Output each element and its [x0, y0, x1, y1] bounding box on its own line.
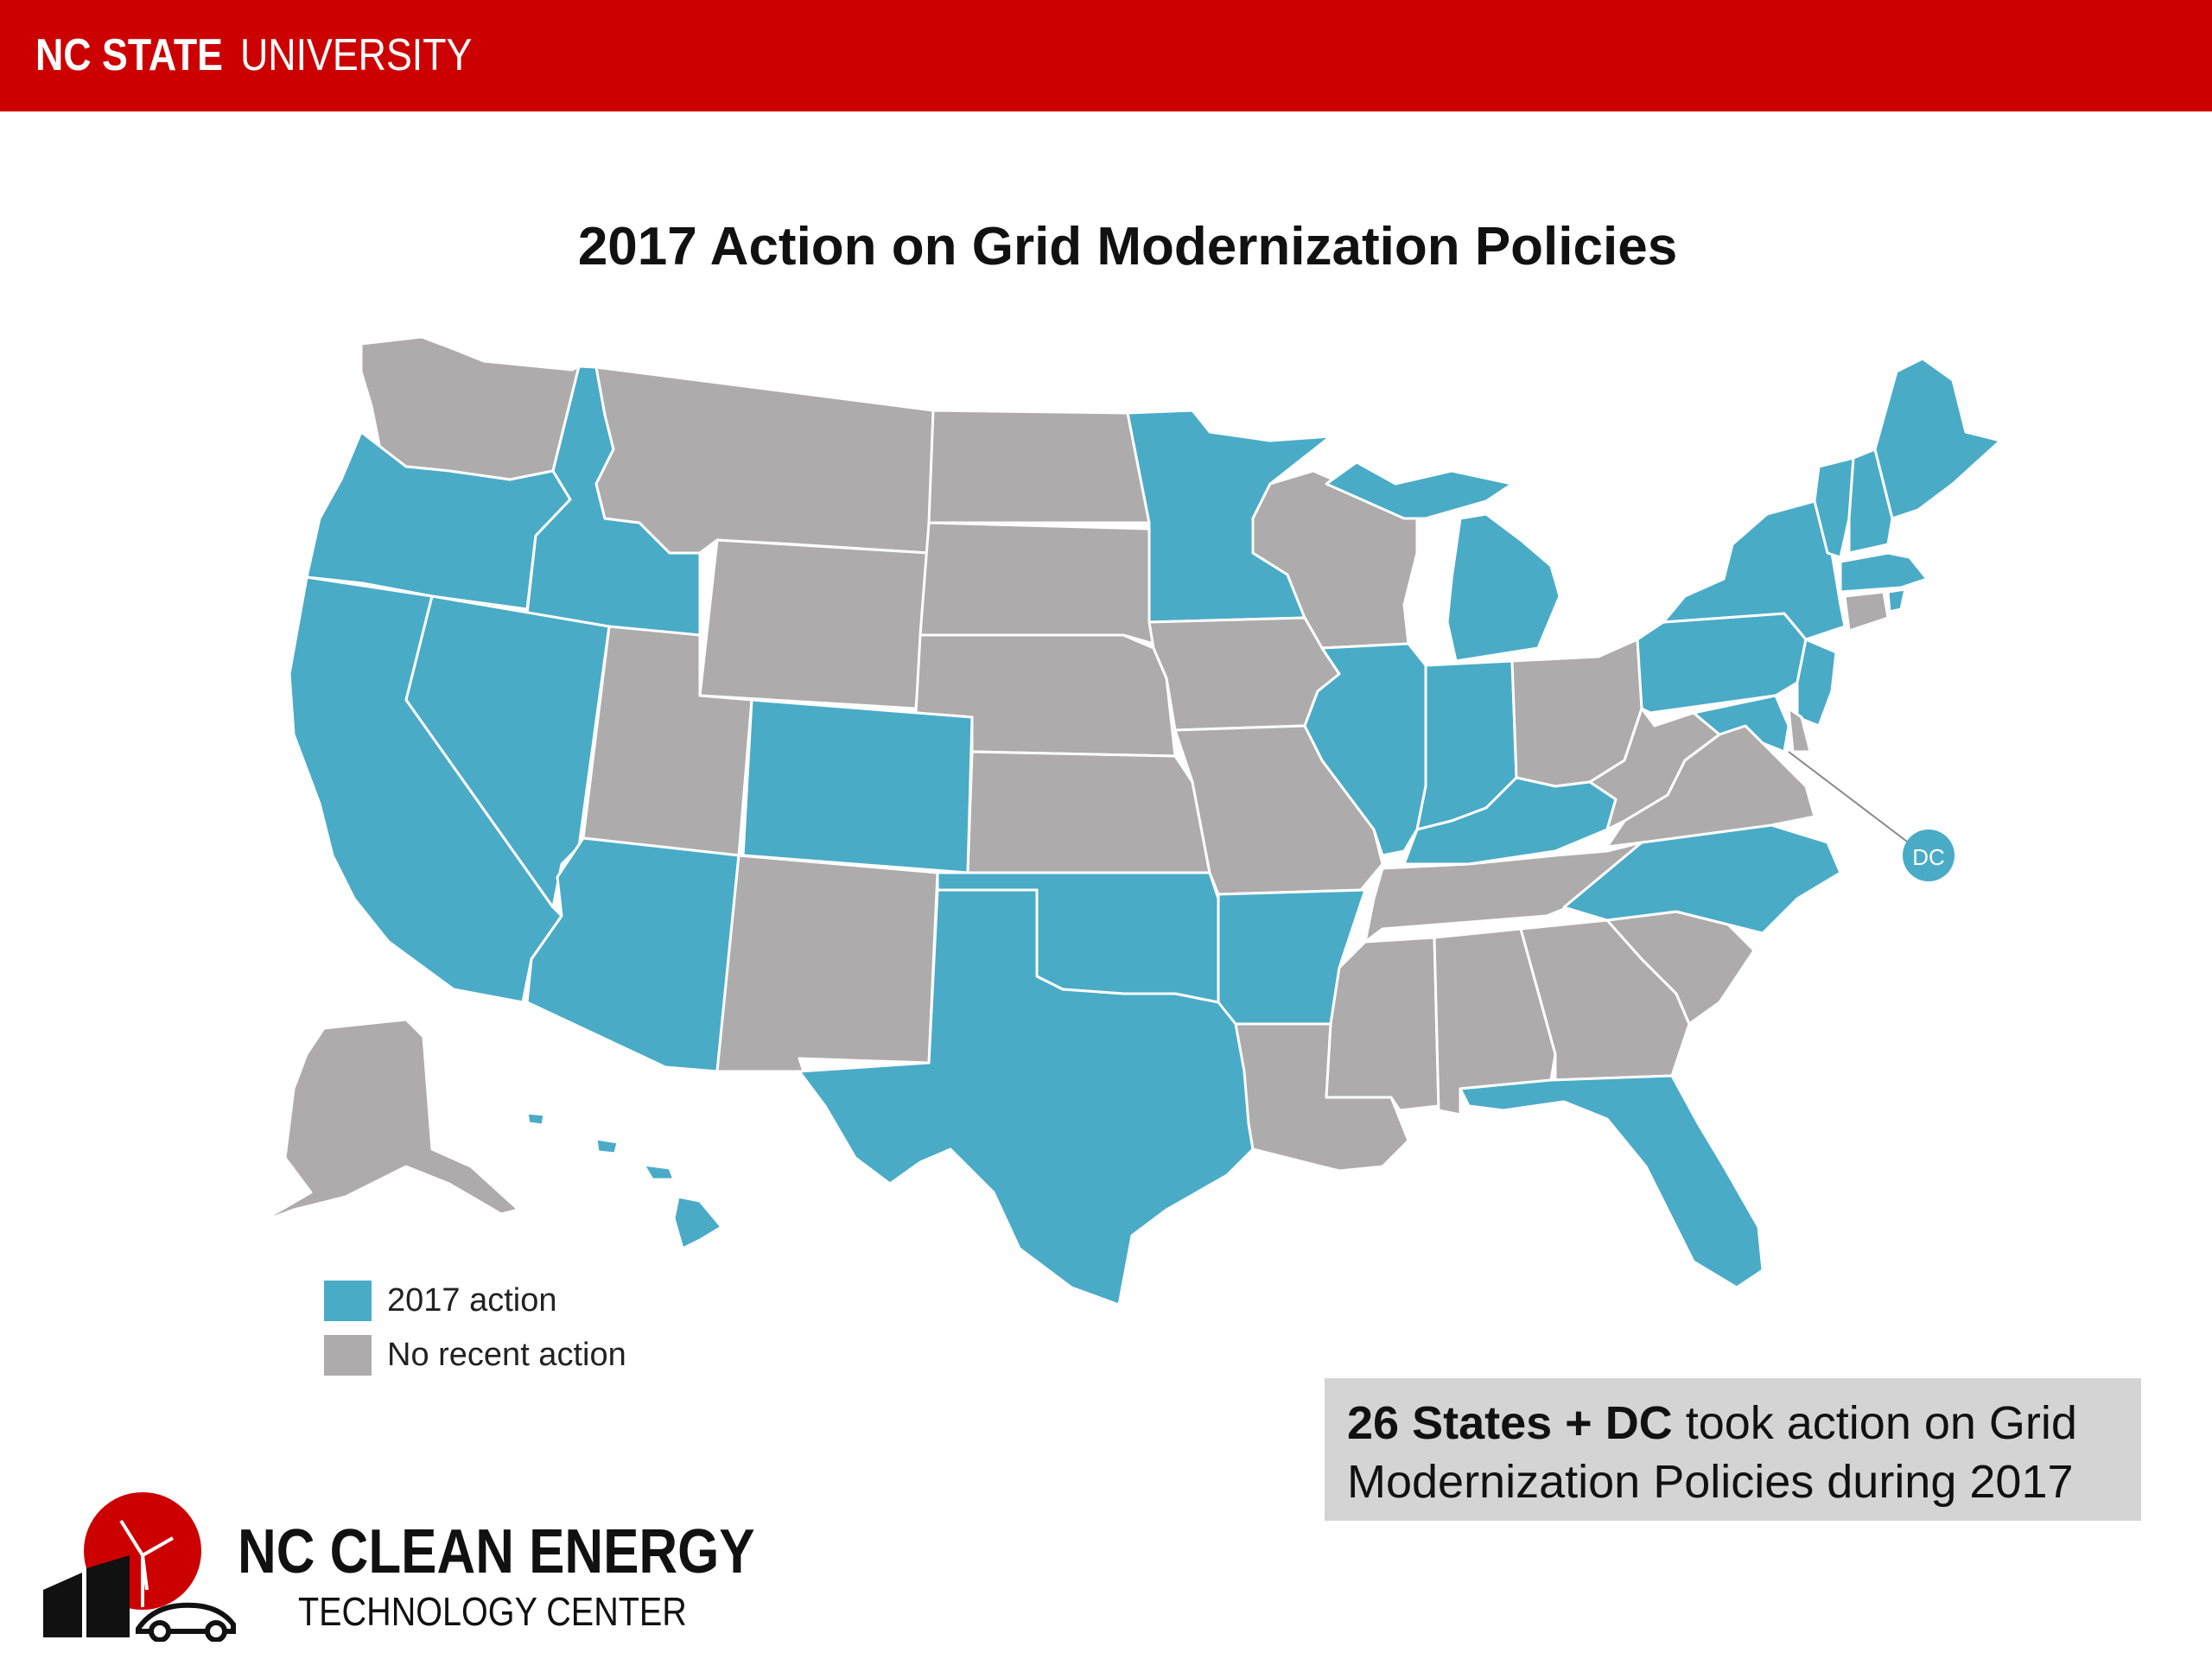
state-connecticut[interactable] [1843, 590, 1890, 632]
state-north-carolina[interactable] [1562, 823, 1842, 935]
dc-marker[interactable] [1903, 830, 1955, 881]
state-hawaii-big-island[interactable] [672, 1195, 723, 1250]
state-hawaii-oahu[interactable] [594, 1137, 620, 1155]
state-maryland[interactable] [1692, 694, 1790, 753]
legend-swatch-action [324, 1281, 372, 1321]
state-delaware[interactable] [1787, 707, 1812, 753]
state-wyoming[interactable] [698, 538, 931, 710]
state-massachusetts[interactable] [1839, 551, 1929, 594]
logo-line-2: TECHNOLOGY CENTER [298, 1589, 687, 1634]
state-alaska[interactable] [257, 1018, 520, 1224]
map-title: 2017 Action on Grid Modernization Polici… [577, 217, 1678, 276]
callout-rest: took action on Grid Modernization Polici… [1347, 1397, 2077, 1508]
nc-clean-energy-logo-icon [43, 1492, 236, 1642]
state-pennsylvania[interactable] [1636, 612, 1808, 715]
dc-label: DC [1912, 844, 1945, 870]
legend-label-none: No recent action [387, 1337, 626, 1373]
university-name-rest: UNIVERSITY [239, 30, 473, 80]
state-kansas[interactable] [966, 750, 1211, 874]
state-michigan-upper[interactable] [1325, 461, 1514, 520]
state-colorado[interactable] [741, 698, 974, 874]
university-name-bold: NC STATE [35, 30, 223, 80]
state-north-dakota[interactable] [927, 409, 1151, 524]
state-hawaii-maui[interactable] [642, 1163, 676, 1181]
logo-line-1: NC CLEAN ENERGY [238, 1517, 755, 1586]
state-west-virginia[interactable] [1588, 707, 1721, 831]
state-new-jersey[interactable] [1796, 638, 1838, 728]
state-mississippi[interactable] [1325, 936, 1440, 1112]
header-bar: NC STATE UNIVERSITY [0, 0, 2212, 111]
state-new-mexico[interactable] [715, 854, 939, 1073]
state-arizona[interactable] [525, 836, 741, 1073]
callout-bold: 26 States + DC [1347, 1397, 1673, 1449]
state-michigan[interactable] [1446, 512, 1561, 663]
state-maine[interactable] [1873, 357, 2002, 520]
legend-item-action: 2017 action [324, 1281, 557, 1321]
state-florida[interactable] [1459, 1074, 1764, 1289]
legend-label-action: 2017 action [387, 1282, 557, 1319]
legend-swatch-none [324, 1335, 372, 1376]
summary-callout: 26 States + DC took action on Grid Moder… [1325, 1378, 2141, 1521]
university-name: NC STATE UNIVERSITY [35, 29, 510, 81]
dc-leader-line [1788, 751, 1915, 848]
state-hawaii-kauai[interactable] [525, 1111, 546, 1127]
state-south-dakota[interactable] [918, 521, 1155, 645]
state-montana[interactable] [594, 365, 935, 555]
legend-item-none: No recent action [324, 1335, 626, 1376]
state-rhode-island[interactable] [1886, 588, 1907, 613]
state-texas[interactable] [798, 888, 1255, 1306]
